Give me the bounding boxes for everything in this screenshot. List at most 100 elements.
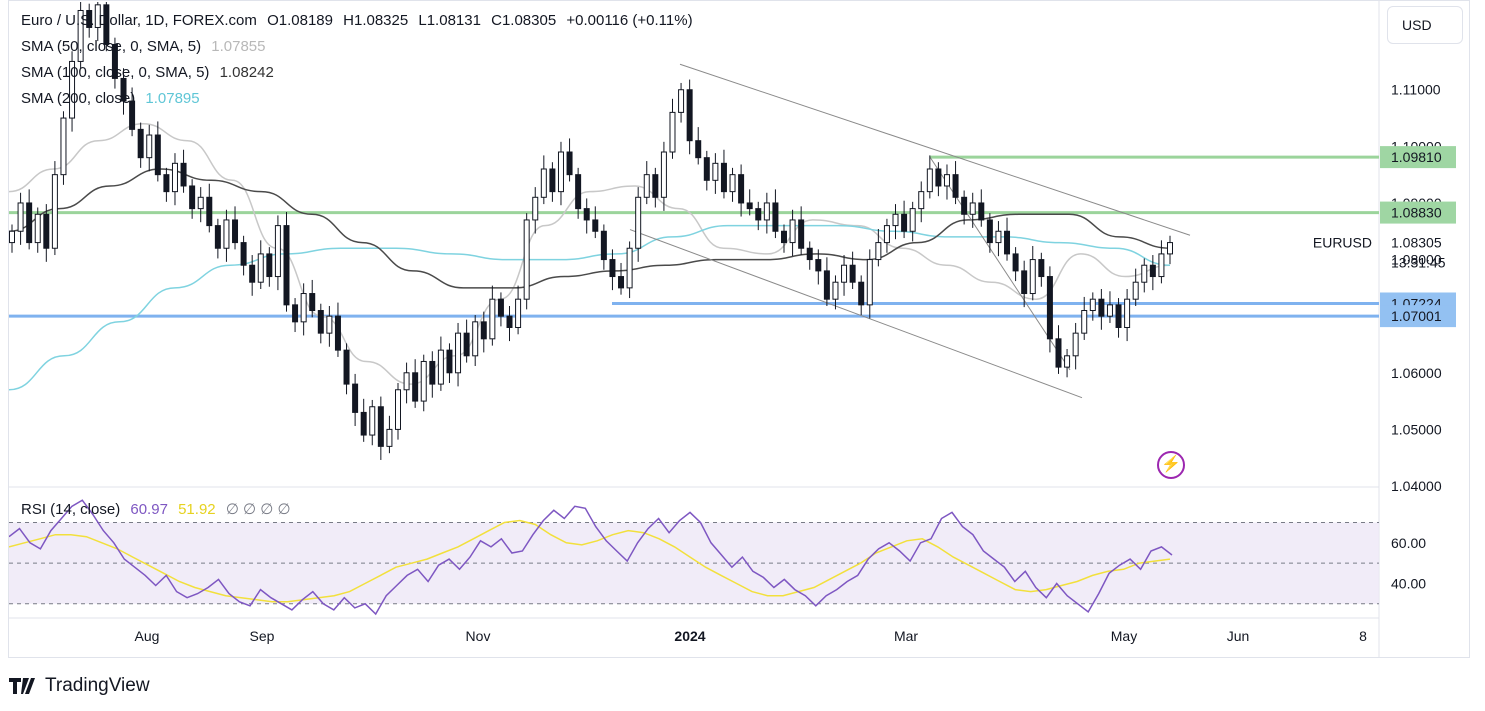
candle-down xyxy=(377,406,384,447)
candle-down xyxy=(618,276,625,289)
candle-up xyxy=(643,174,650,198)
candle-up xyxy=(1106,304,1113,317)
sma50-legend[interactable]: SMA (50, close, 0, SMA, 5) 1.07855 xyxy=(21,38,271,55)
candle-down xyxy=(720,162,727,193)
candle-up xyxy=(557,151,564,193)
tradingview-logo[interactable]: TradingView xyxy=(9,674,150,698)
time-axis-tick: Sep xyxy=(250,628,275,644)
candle-up xyxy=(69,60,76,119)
candle-down xyxy=(412,372,419,402)
candle-up xyxy=(523,219,530,300)
high-value: H1.08325 xyxy=(343,12,409,29)
rsi-axis-tick: 40.00 xyxy=(1391,575,1426,591)
last-price-value: 1.08305 xyxy=(1391,234,1442,250)
candle-up xyxy=(883,225,890,244)
candle-down xyxy=(360,411,367,436)
countdown-timer: 13:31:45 xyxy=(1391,254,1446,270)
candle-down xyxy=(154,134,161,176)
candle-up xyxy=(515,298,522,328)
candle-up xyxy=(1029,259,1036,295)
candle-up xyxy=(832,281,839,300)
candle-up xyxy=(257,253,264,283)
time-axis-tick: Jun xyxy=(1227,628,1250,644)
sma100-legend[interactable]: SMA (100, close, 0, SMA, 5) 1.08242 xyxy=(21,64,280,81)
price-level-badge-label: 1.08830 xyxy=(1391,205,1442,221)
candle-up xyxy=(1158,253,1165,278)
candle-down xyxy=(137,128,144,159)
sma100-line xyxy=(9,168,1171,289)
candle-down xyxy=(317,310,324,334)
candle-down xyxy=(901,213,908,232)
candle-down xyxy=(309,293,316,312)
candle-down xyxy=(103,4,110,45)
candle-down xyxy=(120,77,127,102)
candle-up xyxy=(34,213,41,244)
time-axis-tick: May xyxy=(1111,628,1137,644)
candle-up xyxy=(875,242,882,261)
rsi-value: 60.97 xyxy=(130,501,168,518)
candle-up xyxy=(171,162,178,193)
candle-down xyxy=(703,157,710,181)
time-axis-tick: Mar xyxy=(894,628,918,644)
candle-down xyxy=(352,383,359,413)
candle-down xyxy=(1038,259,1045,278)
candle-up xyxy=(678,89,685,113)
candle-down xyxy=(497,298,504,317)
candle-down xyxy=(575,174,582,210)
rsi-label: RSI (14, close) xyxy=(21,501,121,518)
rsi-axis-tick: 60.00 xyxy=(1391,535,1426,551)
lightning-icon[interactable]: ⚡ xyxy=(1157,451,1185,479)
candle-up xyxy=(472,321,479,357)
candle-down xyxy=(738,174,745,204)
symbol-title: Euro / U.S. Dollar, 1D, FOREX.com xyxy=(21,12,257,29)
candle-up xyxy=(274,225,281,278)
candle-down xyxy=(781,230,787,244)
rsi-ma-line xyxy=(9,519,1171,603)
candle-down xyxy=(240,242,247,266)
candle-up xyxy=(51,174,58,249)
candle-up xyxy=(660,151,667,198)
candle-up xyxy=(866,259,873,306)
price-level-badge xyxy=(1380,305,1456,328)
symbol-legend: Euro / U.S. Dollar, 1D, FOREX.com O1.081… xyxy=(21,12,699,29)
candle-up xyxy=(669,111,676,153)
sma200-legend[interactable]: SMA (200, close) 1.07895 xyxy=(21,90,206,107)
candle-down xyxy=(592,219,599,232)
candle-up xyxy=(926,168,933,193)
rsi-ma-value: 51.92 xyxy=(178,501,216,518)
sma50-line xyxy=(9,122,1171,385)
candle-down xyxy=(600,230,607,261)
candle-up xyxy=(197,196,204,210)
candle-down xyxy=(292,304,299,323)
price-axis-tick: 1.04000 xyxy=(1391,478,1442,494)
candle-down xyxy=(189,185,196,210)
price-level-badge-label: 1.09810 xyxy=(1391,149,1442,165)
trendline xyxy=(679,63,1191,236)
candle-up xyxy=(1089,298,1096,312)
candle-up xyxy=(1124,298,1131,328)
candle-down xyxy=(695,140,702,159)
candle-down xyxy=(1149,264,1156,278)
rsi-legend[interactable]: RSI (14, close) 60.97 51.92 ∅ ∅ ∅ ∅ xyxy=(21,500,297,518)
candle-down xyxy=(129,100,136,130)
candle-up xyxy=(223,219,230,249)
candle-up xyxy=(1072,332,1079,357)
candle-up xyxy=(300,293,307,323)
candle-up xyxy=(386,428,393,447)
candle-up xyxy=(763,202,770,221)
candle-down xyxy=(549,168,556,193)
candle-up xyxy=(326,315,333,334)
candle-up xyxy=(1064,355,1071,368)
sma100-value: 1.08242 xyxy=(219,64,274,81)
sma50-label: SMA (50, close, 0, SMA, 5) xyxy=(21,38,202,55)
candle-down xyxy=(858,281,865,306)
candle-down xyxy=(935,168,942,187)
sma200-line xyxy=(9,224,1171,391)
trendline xyxy=(629,229,1083,399)
currency-button[interactable]: USD xyxy=(1387,6,1463,44)
price-axis-tick: 1.05000 xyxy=(1391,421,1442,437)
candle-down xyxy=(806,247,813,261)
rsi-extra-values: ∅ ∅ ∅ ∅ xyxy=(225,501,291,518)
sma200-label: SMA (200, close) xyxy=(21,90,136,107)
